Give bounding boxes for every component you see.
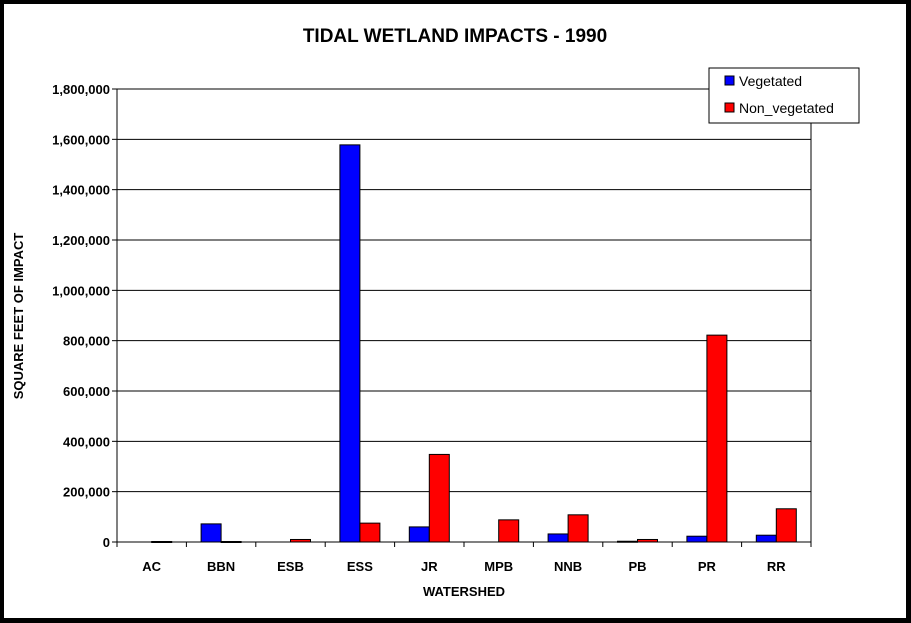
- y-tick-label: 1,400,000: [52, 183, 110, 198]
- x-tick-label: ESB: [277, 559, 304, 574]
- legend-swatch-non-vegetated: [724, 102, 735, 113]
- bar-vegetated-pr: [686, 535, 708, 543]
- x-tick-labels: AC BBN ESB ESS JR MPB NNB PB PR RR: [116, 541, 812, 574]
- x-tick-label: MPB: [484, 559, 513, 574]
- bar-vegetated-nnb: [547, 533, 569, 543]
- bar-non-vegetated-nnb: [567, 514, 589, 543]
- bar-non-vegetated-rr: [775, 508, 797, 543]
- bar-vegetated-jr: [408, 526, 430, 543]
- y-axis-title: SQUARE FEET OF IMPACT: [11, 233, 26, 400]
- y-tick-label: 400,000: [63, 434, 110, 449]
- chart-title: TIDAL WETLAND IMPACTS - 1990: [303, 26, 607, 47]
- x-tick-label: ESS: [347, 559, 373, 574]
- bar-non-vegetated-jr: [428, 453, 450, 543]
- legend-swatch-vegetated: [724, 75, 735, 86]
- x-tick-label: PR: [698, 559, 717, 574]
- bar-vegetated-ess: [339, 144, 361, 543]
- y-tick-label: 600,000: [63, 384, 110, 399]
- bar-chart: TIDAL WETLAND IMPACTS - 1990 0 200,000 400…: [11, 26, 860, 599]
- y-tick-label: 0: [103, 535, 110, 550]
- legend-label-non-vegetated: Non_vegetated: [739, 100, 834, 116]
- x-tick-label: RR: [767, 559, 786, 574]
- bar-vegetated-bbn: [200, 523, 222, 543]
- x-axis-title: WATERSHED: [423, 584, 505, 599]
- y-tick-label: 1,000,000: [52, 283, 110, 298]
- x-tick-label: AC: [142, 559, 161, 574]
- x-tick-label: NNB: [554, 559, 582, 574]
- y-tick-label: 1,600,000: [52, 132, 110, 147]
- y-tick-label: 1,800,000: [52, 82, 110, 97]
- y-tick-label: 800,000: [63, 334, 110, 349]
- bar-vegetated-rr: [755, 534, 777, 543]
- bar-non-vegetated-pr: [706, 334, 728, 543]
- legend: Vegetated Non_vegetated: [708, 67, 860, 124]
- bar-non-vegetated-mpb: [498, 519, 520, 543]
- x-tick-label: BBN: [207, 559, 235, 574]
- bar-non-vegetated-ess: [359, 522, 381, 543]
- legend-label-vegetated: Vegetated: [739, 73, 802, 89]
- y-tick-label: 200,000: [63, 485, 110, 500]
- y-tick-labels: 0 200,000 400,000 600,000 800,000 1,000,000 1,…: [52, 82, 117, 550]
- y-tick-label: 1,200,000: [52, 233, 110, 248]
- x-tick-label: JR: [421, 559, 438, 574]
- x-tick-label: PB: [628, 559, 646, 574]
- bars: [151, 144, 797, 543]
- chart-frame: TIDAL WETLAND IMPACTS - 1990 0 200,000 400…: [4, 4, 906, 618]
